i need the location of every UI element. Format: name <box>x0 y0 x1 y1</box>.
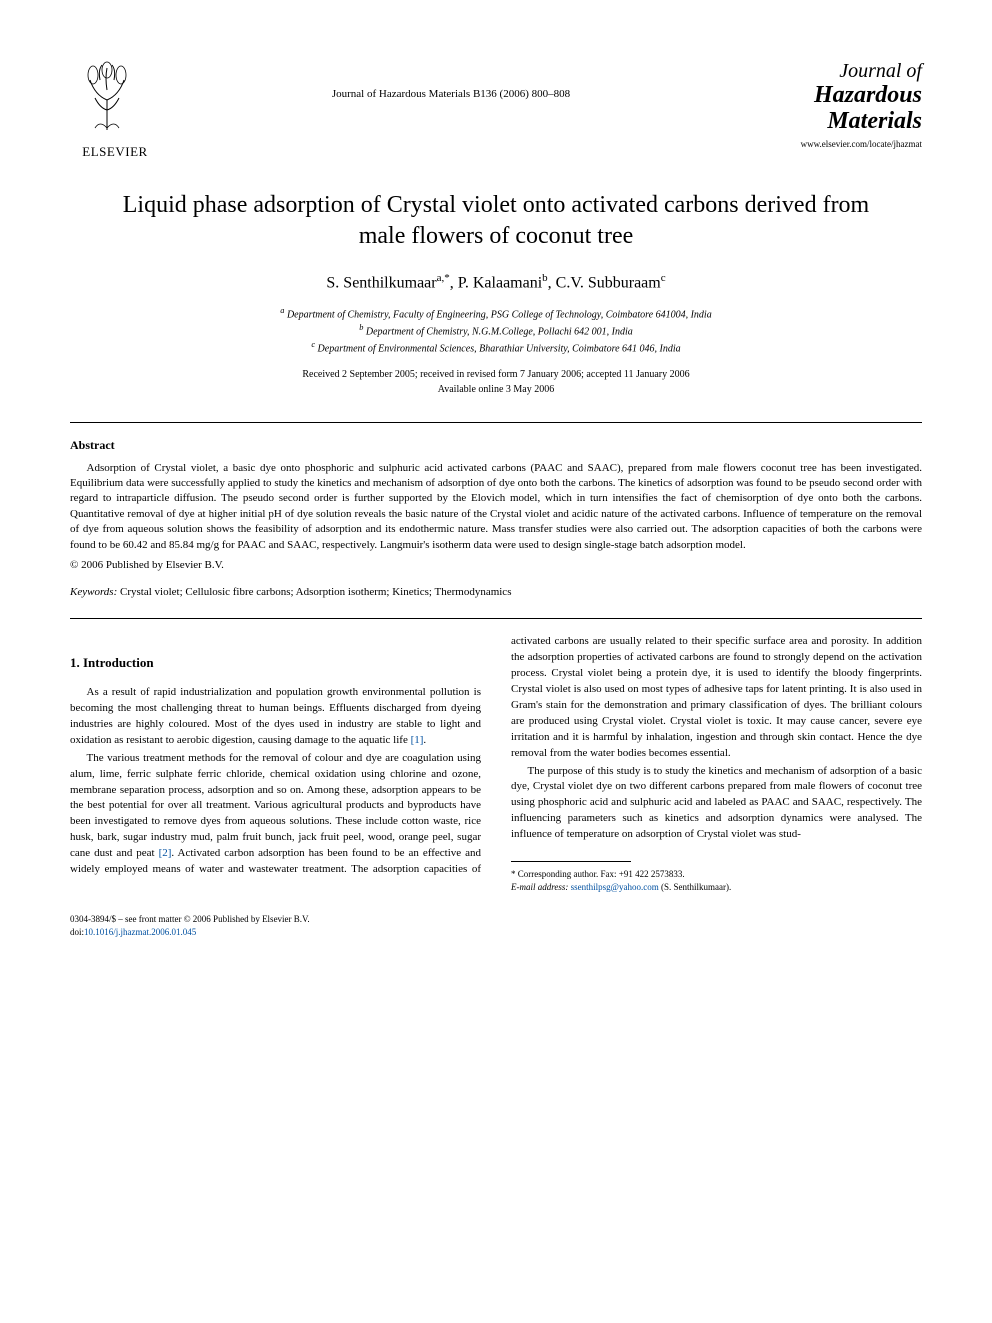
doi-label: doi: <box>70 927 84 937</box>
journal-word-1: Journal of <box>839 60 922 82</box>
article-dates: Received 2 September 2005; received in r… <box>70 367 922 397</box>
affiliation-c: Department of Environmental Sciences, Bh… <box>318 344 681 355</box>
journal-citation: Journal of Hazardous Materials B136 (200… <box>160 60 742 100</box>
journal-name: Journal of Hazardous Materials <box>742 60 922 135</box>
keywords: Keywords: Crystal violet; Cellulosic fib… <box>70 586 922 598</box>
footnote-divider <box>511 861 631 862</box>
author-1-sup: a,* <box>437 272 450 284</box>
journal-word-2: Hazardous <box>814 82 922 108</box>
elsevier-tree-icon <box>70 60 145 135</box>
keywords-text: Crystal violet; Cellulosic fibre carbons… <box>117 586 511 598</box>
journal-logo-block: Journal of Hazardous Materials www.elsev… <box>742 60 922 149</box>
issn-line: 0304-3894/$ – see front matter © 2006 Pu… <box>70 914 310 924</box>
abstract-text: Adsorption of Crystal violet, a basic dy… <box>70 461 922 553</box>
author-3: C.V. Subburaam <box>556 275 661 292</box>
doi-link[interactable]: 10.1016/j.jhazmat.2006.01.045 <box>84 927 196 937</box>
bottom-matter: 0304-3894/$ – see front matter © 2006 Pu… <box>70 913 922 938</box>
corr-email[interactable]: ssenthilpsg@yahoo.com <box>571 882 659 892</box>
body-para-1: As a result of rapid industrialization a… <box>70 685 481 749</box>
publisher-name: ELSEVIER <box>70 144 160 160</box>
ref-1-link[interactable]: [1] <box>411 734 424 746</box>
email-label: E-mail address: <box>511 882 568 892</box>
author-2-sup: b <box>542 272 548 284</box>
body-para-3: The purpose of this study is to study th… <box>511 764 922 844</box>
body-columns: 1. Introduction As a result of rapid ind… <box>70 634 922 893</box>
section-1-heading: 1. Introduction <box>70 654 481 673</box>
affiliation-b: Department of Chemistry, N.G.M.College, … <box>366 326 633 337</box>
author-1: S. Senthilkumaar <box>326 275 436 292</box>
abstract-heading: Abstract <box>70 438 922 453</box>
header-row: ELSEVIER Journal of Hazardous Materials … <box>70 60 922 160</box>
corr-author-text: * Corresponding author. Fax: +91 422 257… <box>511 869 685 879</box>
affiliations: a Department of Chemistry, Faculty of En… <box>70 305 922 357</box>
keywords-label: Keywords: <box>70 586 117 598</box>
author-2: P. Kalaamani <box>458 275 542 292</box>
journal-word-3: Materials <box>827 108 922 134</box>
abstract-copyright: © 2006 Published by Elsevier B.V. <box>70 559 922 571</box>
corresponding-author-footnote: * Corresponding author. Fax: +91 422 257… <box>511 868 922 893</box>
affiliation-a: Department of Chemistry, Faculty of Engi… <box>287 309 712 320</box>
publisher-logo: ELSEVIER <box>70 60 160 160</box>
available-date: Available online 3 May 2006 <box>438 384 554 395</box>
authors: S. Senthilkumaara,*, P. Kalaamanib, C.V.… <box>70 272 922 292</box>
divider-bottom <box>70 618 922 619</box>
ref-2-link[interactable]: [2] <box>159 847 172 859</box>
author-3-sup: c <box>661 272 666 284</box>
article-title: Liquid phase adsorption of Crystal viole… <box>110 190 882 252</box>
corr-email-person: (S. Senthilkumaar). <box>659 882 732 892</box>
journal-url[interactable]: www.elsevier.com/locate/jhazmat <box>742 139 922 149</box>
divider-top <box>70 422 922 423</box>
received-date: Received 2 September 2005; received in r… <box>302 369 689 380</box>
